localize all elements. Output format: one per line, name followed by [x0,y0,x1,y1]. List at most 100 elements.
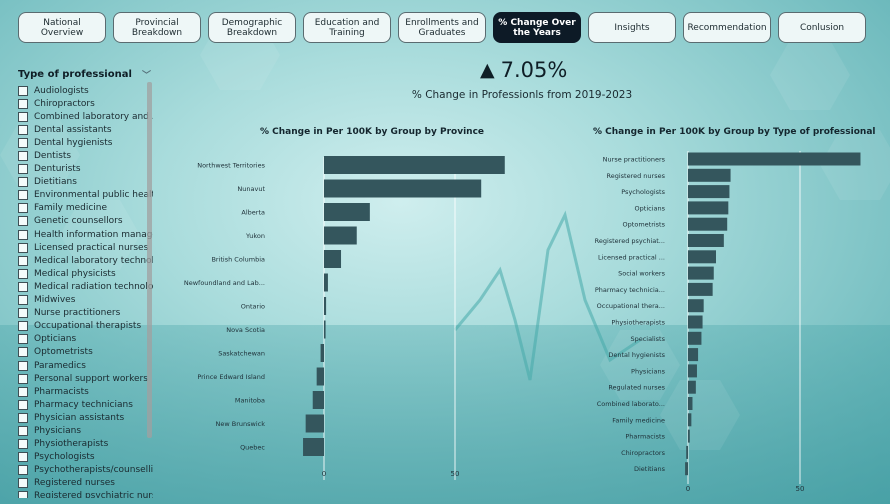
tab-insights[interactable]: Insights [588,12,676,43]
checkbox[interactable] [18,255,28,266]
checkbox[interactable] [18,295,28,306]
report-navigation: National Overview Provincial Breakdown Dem… [18,12,876,45]
bar [688,282,713,296]
slicer-item[interactable]: Registered nurses [18,477,153,490]
bar [688,217,728,231]
checkbox[interactable] [18,203,28,214]
slicer-item[interactable]: Physiotherapists [18,438,153,451]
category-label: Manitoba [235,397,265,405]
tab-enrollments-and-graduates[interactable]: Enrollments and Graduates [398,12,486,43]
slicer-item[interactable]: Combined laboratory and ... [18,110,153,123]
checkbox[interactable] [18,439,28,450]
slicer-item[interactable]: Opticians [18,333,153,346]
checkbox[interactable] [18,465,28,476]
slicer-item[interactable]: Nurse practitioners [18,307,153,320]
slicer-item-label: Genetic counsellors [34,216,123,227]
bar [316,367,324,386]
slicer-item[interactable]: Medical physicists [18,267,153,280]
slicer-item-label: Occupational therapists [34,321,142,332]
checkbox[interactable] [18,137,28,148]
checkbox[interactable] [18,98,28,109]
bar [320,344,324,362]
slicer-item[interactable]: Chiropractors [18,97,153,110]
slicer-item-label: Family medicine [34,203,108,214]
tab-conlusion[interactable]: Conlusion [778,12,866,43]
slicer-item[interactable]: Physician assistants [18,411,153,424]
checkbox[interactable] [18,386,28,397]
checkbox[interactable] [18,321,28,332]
tab-change-over-the-years[interactable]: % Change Over the Years [493,12,581,43]
bar [688,299,704,313]
checkbox[interactable] [18,242,28,253]
slicer-item[interactable]: Pharmacists [18,385,153,398]
checkbox[interactable] [18,360,28,371]
checkbox[interactable] [18,425,28,436]
checkbox[interactable] [18,216,28,227]
category-label: Pharmacy technicia... [595,286,665,294]
slicer-item[interactable]: Health information manage... [18,228,153,241]
checkbox[interactable] [18,229,28,240]
category-label: Newfoundland and Lab... [184,279,265,287]
checkbox[interactable] [18,412,28,423]
chevron-down-icon[interactable]: ﹀ [141,70,151,81]
checkbox[interactable] [18,111,28,122]
bar [324,179,482,198]
slicer-item[interactable]: Occupational therapists [18,320,153,333]
tab-recommendation[interactable]: Recommendation [683,12,771,43]
slicer-scrollbar[interactable] [147,82,152,438]
slicer-item[interactable]: Family medicine [18,202,153,215]
slicer-item-label: Chiropractors [34,98,95,109]
slicer-item[interactable]: Dietitians [18,176,153,189]
profession-chart-title: % Change in Per 100K by Group by Type of… [593,127,876,137]
checkbox[interactable] [18,164,28,175]
checkbox[interactable] [18,151,28,162]
bar [688,429,690,443]
checkbox[interactable] [18,308,28,319]
kpi-card: ▲ 7.05% [480,58,567,82]
slicer-item[interactable]: Medical radiation technolo... [18,280,153,293]
checkbox[interactable] [18,347,28,358]
checkbox[interactable] [18,478,28,489]
slicer-item-label: Environmental public healt... [34,190,153,201]
tab-education-and-training[interactable]: Education and Training [303,12,391,43]
slicer-item[interactable]: Psychotherapists/counselli... [18,464,153,477]
checkbox[interactable] [18,124,28,135]
slicer-item[interactable]: Optometrists [18,346,153,359]
category-label: Optometrists [623,221,666,229]
slicer-item[interactable]: Dentists [18,149,153,162]
checkbox[interactable] [18,373,28,384]
slicer-item[interactable]: Medical laboratory technol... [18,254,153,267]
slicer-item[interactable]: Pharmacy technicians [18,398,153,411]
slicer-item[interactable]: Audiologists [18,84,153,97]
checkbox[interactable] [18,399,28,410]
slicer-item[interactable]: Personal support workers [18,372,153,385]
slicer-item[interactable]: Dental hygienists [18,136,153,149]
tab-national-overview[interactable]: National Overview [18,12,106,43]
slicer-item[interactable]: Licensed practical nurses [18,241,153,254]
checkbox[interactable] [18,491,28,498]
tab-provincial-breakdown[interactable]: Provincial Breakdown [113,12,201,43]
slicer-item[interactable]: Environmental public healt... [18,189,153,202]
checkbox[interactable] [18,334,28,345]
category-label: Northwest Territories [197,162,265,170]
checkbox[interactable] [18,268,28,279]
slicer-item[interactable]: Denturists [18,163,153,176]
slicer-item[interactable]: Midwives [18,294,153,307]
slicer-item[interactable]: Physicians [18,424,153,437]
checkbox[interactable] [18,85,28,96]
category-label: Registered nurses [607,172,666,180]
checkbox[interactable] [18,281,28,292]
checkbox[interactable] [18,452,28,463]
slicer-item[interactable]: Dental assistants [18,123,153,136]
slicer-item-label: Health information manage... [34,229,153,240]
slicer-item[interactable]: Registered psychiatric nurses [18,490,153,498]
checkbox[interactable] [18,190,28,201]
checkbox[interactable] [18,177,28,188]
slicer-item[interactable]: Genetic counsellors [18,215,153,228]
category-label: Psychologists [621,188,665,196]
slicer-item-label: Dental hygienists [34,137,113,148]
slicer-item-label: Dietitians [34,177,77,188]
tab-demographic-breakdown[interactable]: Demographic Breakdown [208,12,296,43]
slicer-item[interactable]: Psychologists [18,451,153,464]
slicer-item[interactable]: Paramedics [18,359,153,372]
